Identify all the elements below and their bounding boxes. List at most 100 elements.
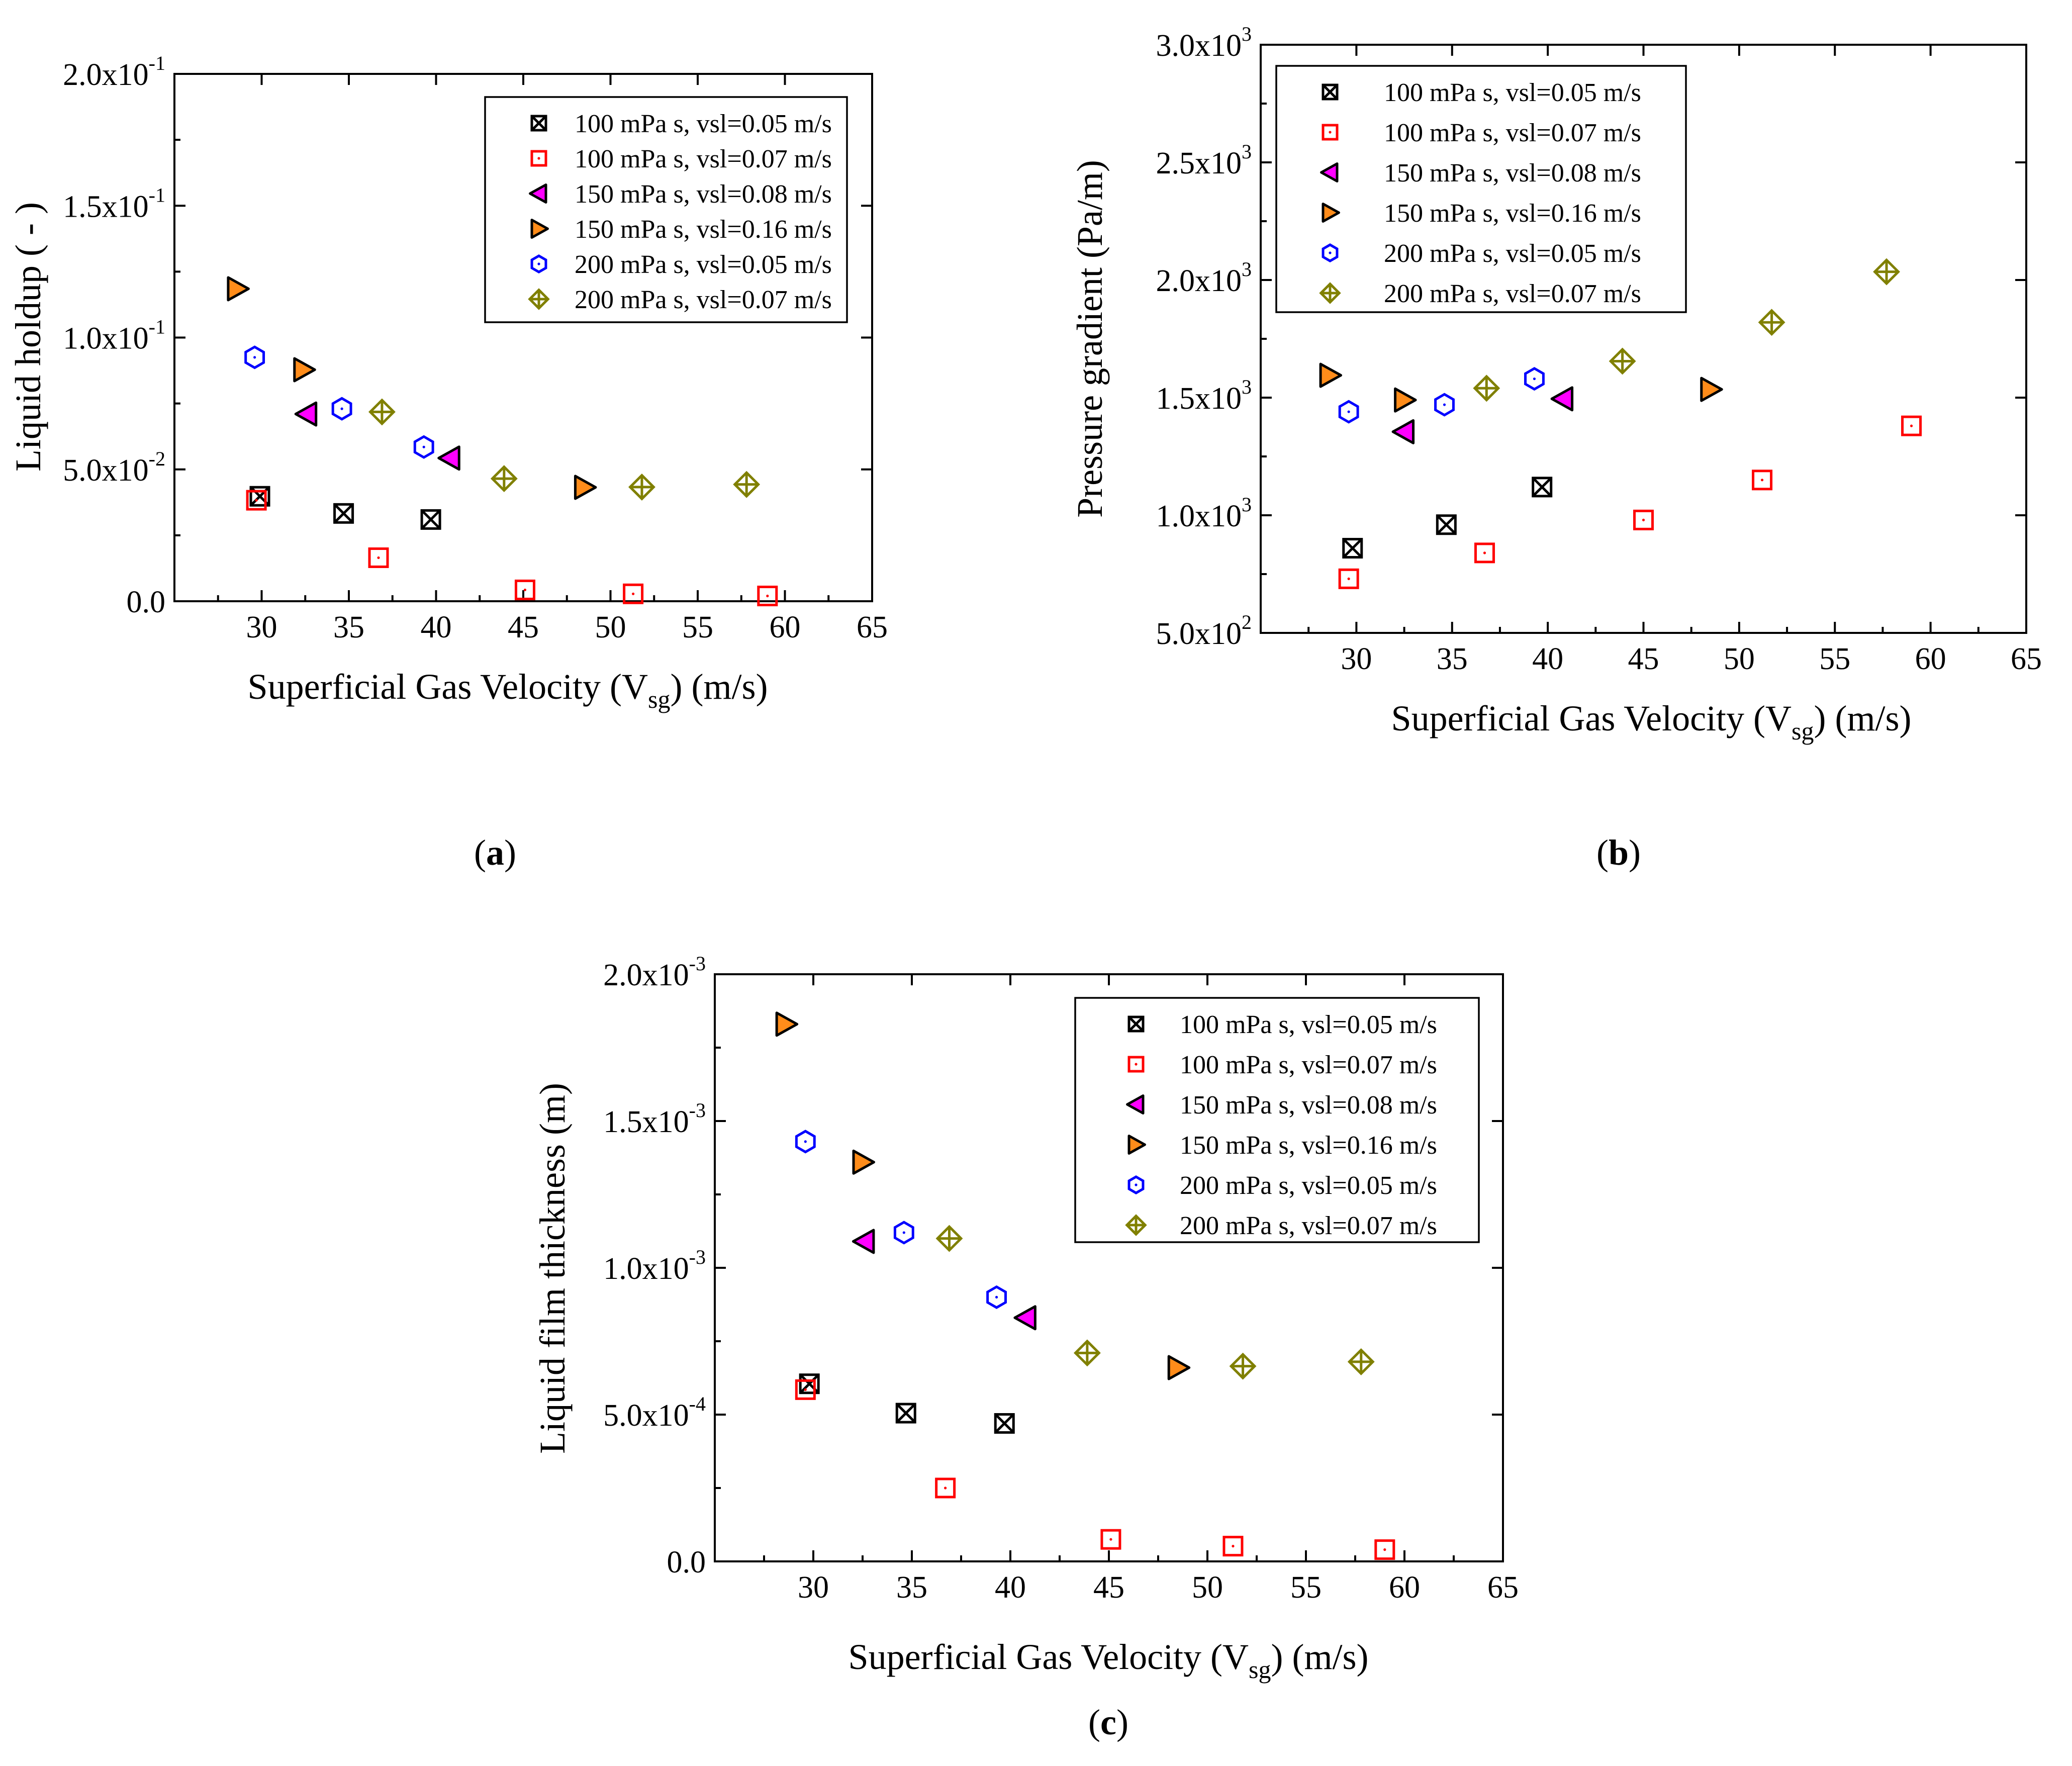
data-point-c-5-1 xyxy=(1073,1339,1101,1367)
x-tick-label-b-0: 30 xyxy=(1341,642,1372,676)
x-axis-a: 30 35 40 45 50 55 60 65 xyxy=(217,74,888,644)
data-point-c-1-3 xyxy=(1222,1536,1244,1557)
legend-label-a-0: 100 mPa s, vsl=0.05 m/s xyxy=(575,110,832,138)
y-axis-title-b: Pressure gradient (Pa/m) xyxy=(1070,160,1110,518)
legend-label-c-5: 200 mPa s, vsl=0.07 m/s xyxy=(1180,1212,1437,1240)
legend-symbol-a-0 xyxy=(530,115,547,132)
x-axis-c: 30 35 40 45 50 55 60 65 xyxy=(763,974,1519,1605)
data-point-a-5-0 xyxy=(368,398,396,426)
y-axis-b: 5.0x102 1.0x103 1.5x103 2.0x103 2.5x103 3.0x1… xyxy=(1156,23,2026,651)
data-point-b-5-1 xyxy=(1609,347,1636,375)
data-point-a-5-1 xyxy=(490,465,518,493)
legend-label-b-0: 100 mPa s, vsl=0.05 m/s xyxy=(1384,78,1641,107)
data-point-a-1-0 xyxy=(246,490,267,511)
data-point-b-5-3 xyxy=(1873,258,1900,286)
x-tick-label-b-7: 65 xyxy=(2011,642,2042,676)
x-tick-label-a-0: 30 xyxy=(246,610,277,644)
series-a-3 xyxy=(227,276,597,500)
data-point-a-2-0 xyxy=(294,401,318,427)
data-point-b-0-2 xyxy=(1532,477,1553,498)
data-point-a-1-4 xyxy=(757,586,778,607)
data-point-a-4-0 xyxy=(244,345,265,369)
legend-label-b-2: 150 mPa s, vsl=0.08 m/s xyxy=(1384,159,1641,188)
x-tick-label-a-2: 40 xyxy=(421,610,452,644)
y-tick-label-b-2: 1.5x103 xyxy=(1156,376,1252,416)
data-point-b-2-0 xyxy=(1391,419,1415,444)
legend-label-c-2: 150 mPa s, vsl=0.08 m/s xyxy=(1180,1091,1437,1120)
y-tick-label-c-3: 1.5x10-3 xyxy=(603,1099,706,1139)
legend-label-a-1: 100 mPa s, vsl=0.07 m/s xyxy=(575,145,832,173)
x-tick-label-a-7: 65 xyxy=(857,610,888,644)
x-tick-label-c-6: 60 xyxy=(1389,1570,1420,1605)
data-point-c-4-2 xyxy=(986,1285,1007,1309)
data-point-b-1-3 xyxy=(1752,470,1773,491)
y-axis-a: 0.0 5.0x10-2 1.0x10-1 1.5x10-1 2.0x10-1 xyxy=(63,52,872,619)
data-point-a-3-0 xyxy=(227,276,250,302)
series-c-5 xyxy=(935,1225,1375,1380)
data-point-c-4-0 xyxy=(795,1130,816,1154)
data-point-b-4-0 xyxy=(1338,400,1359,424)
data-point-a-0-1 xyxy=(333,503,354,524)
chart-panel-c: 30 35 40 45 50 55 60 65 0.0 5.0x10-4 1.0x10-3 1.5x1… xyxy=(532,952,1519,1742)
x-axis-title-b: Superficial Gas Velocity (Vsg) (m/s) xyxy=(1391,698,1912,745)
data-point-b-1-1 xyxy=(1474,542,1495,564)
legend-box-a xyxy=(484,96,848,323)
series-c-1 xyxy=(795,1379,1395,1560)
legend-symbol-b-3 xyxy=(1322,203,1340,223)
y-tick-label-a-0: 0.0 xyxy=(127,585,166,619)
data-point-a-5-2 xyxy=(628,473,655,501)
x-axis-b: 30 35 40 45 50 55 60 65 xyxy=(1307,45,2042,676)
data-point-a-4-1 xyxy=(331,397,352,421)
data-point-c-1-0 xyxy=(795,1379,816,1400)
y-tick-label-b-3: 2.0x103 xyxy=(1156,258,1252,298)
legend-symbol-c-4 xyxy=(1127,1175,1145,1194)
legend-label-b-5: 200 mPa s, vsl=0.07 m/s xyxy=(1384,280,1641,308)
data-point-c-0-1 xyxy=(895,1403,916,1424)
data-point-c-1-1 xyxy=(935,1477,956,1499)
data-point-c-5-2 xyxy=(1229,1352,1257,1380)
data-point-c-2-0 xyxy=(852,1229,875,1254)
data-points-a xyxy=(227,276,778,607)
x-tick-label-b-6: 60 xyxy=(1915,642,1946,676)
legend-symbol-c-5 xyxy=(1125,1214,1147,1236)
chart-panel-b: 30 35 40 45 50 55 60 65 5.0x102 1.0x103 1.5x103 2.0… xyxy=(1070,23,2042,873)
y-axis-c: 0.0 5.0x10-4 1.0x10-3 1.5x10-3 2.0x10-3 xyxy=(603,952,1503,1579)
x-tick-label-c-5: 55 xyxy=(1290,1570,1322,1605)
x-tick-label-b-5: 55 xyxy=(1819,642,1850,676)
y-tick-label-c-0: 0.0 xyxy=(667,1545,706,1579)
series-c-3 xyxy=(775,1011,1191,1380)
x-tick-label-b-3: 45 xyxy=(1628,642,1659,676)
chart-panel-a: 30 35 40 45 50 55 60 65 0.0 5.0x10-2 1.0x10-1 1.5x1… xyxy=(8,52,888,873)
x-tick-label-a-1: 35 xyxy=(333,610,364,644)
data-point-a-1-3 xyxy=(623,583,644,604)
data-point-c-0-2 xyxy=(994,1413,1015,1434)
y-axis-title-a: Liquid holdup ( - ) xyxy=(8,202,48,472)
series-b-1 xyxy=(1338,415,1922,589)
legend-label-c-3: 150 mPa s, vsl=0.16 m/s xyxy=(1180,1131,1437,1160)
y-tick-label-a-4: 2.0x10-1 xyxy=(63,52,165,92)
x-tick-label-a-4: 50 xyxy=(595,610,626,644)
data-point-c-4-1 xyxy=(893,1221,914,1245)
series-a-1 xyxy=(246,490,778,607)
data-point-b-5-2 xyxy=(1758,309,1785,336)
legend-label-a-3: 150 mPa s, vsl=0.16 m/s xyxy=(575,215,832,244)
legend-label-b-4: 200 mPa s, vsl=0.05 m/s xyxy=(1384,239,1641,268)
data-point-a-3-2 xyxy=(574,475,597,500)
series-b-5 xyxy=(1473,258,1900,402)
data-point-b-4-2 xyxy=(1524,366,1545,391)
legend-label-a-5: 200 mPa s, vsl=0.07 m/s xyxy=(575,286,832,314)
data-point-b-1-4 xyxy=(1901,415,1922,436)
legend-symbol-b-1 xyxy=(1322,124,1339,141)
data-points-b xyxy=(1319,258,1922,589)
x-tick-label-c-3: 45 xyxy=(1093,1570,1124,1605)
series-a-5 xyxy=(368,398,761,501)
y-tick-label-c-4: 2.0x10-3 xyxy=(603,952,706,992)
x-tick-label-a-6: 60 xyxy=(770,610,801,644)
y-tick-label-b-0: 5.0x102 xyxy=(1156,611,1252,651)
data-point-a-2-1 xyxy=(437,445,460,471)
legend-c: 100 mPa s, vsl=0.05 m/s 100 mPa s, vsl=0.… xyxy=(1074,997,1480,1243)
data-point-b-0-1 xyxy=(1436,514,1457,535)
data-point-a-0-2 xyxy=(420,509,441,530)
y-axis-title-c: Liquid film thickness (m) xyxy=(532,1083,573,1454)
